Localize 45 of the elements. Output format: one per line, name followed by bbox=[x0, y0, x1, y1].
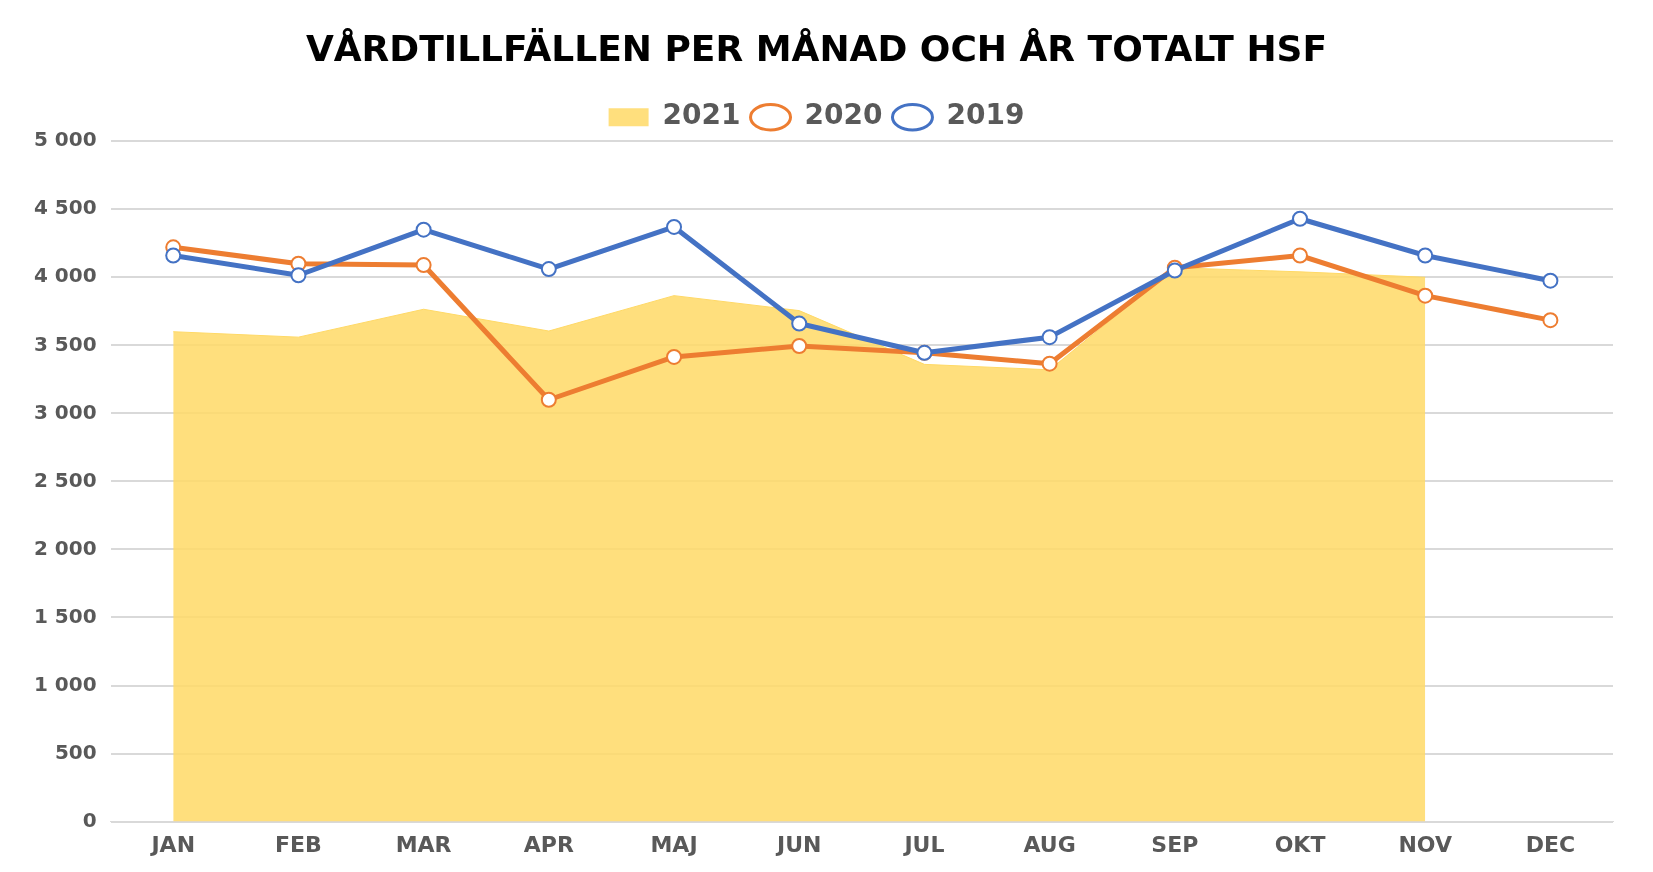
y-tick-label: 5 000 bbox=[33, 127, 97, 152]
point bbox=[1417, 287, 1434, 304]
y-tick-label: 4 000 bbox=[33, 263, 97, 288]
x-tick-label: AUG bbox=[1023, 831, 1076, 857]
point bbox=[1542, 272, 1559, 289]
y-tick-label: 3 000 bbox=[33, 399, 97, 424]
point bbox=[1542, 312, 1559, 329]
x-tick-label: MAJ bbox=[650, 831, 698, 857]
x-tick-label: FEB bbox=[275, 831, 322, 857]
x-tick-label: MAR bbox=[395, 831, 452, 857]
point bbox=[165, 247, 182, 264]
y-tick-label: 1 000 bbox=[33, 671, 97, 696]
y-tick-label: 500 bbox=[54, 739, 97, 764]
point bbox=[666, 218, 683, 235]
legend-label: 2021 bbox=[662, 98, 741, 132]
point bbox=[290, 267, 307, 284]
y-tick-label: 3 500 bbox=[33, 331, 97, 356]
chart-title: VÅRDTILLFÄLLEN PER MÅNAD OCH ÅR TOTALT HSF bbox=[305, 27, 1328, 69]
point bbox=[540, 261, 557, 278]
point bbox=[415, 221, 432, 238]
x-tick-label: APR bbox=[523, 831, 574, 857]
point bbox=[1292, 247, 1309, 264]
x-tick-label: JUN bbox=[774, 831, 822, 857]
point bbox=[791, 338, 808, 354]
y-tick-label: 4 500 bbox=[33, 195, 97, 220]
point bbox=[1041, 329, 1058, 346]
y-tick-label: 1 500 bbox=[33, 603, 97, 628]
point bbox=[1417, 247, 1434, 264]
x-tick-label: JUL bbox=[902, 831, 945, 857]
point bbox=[1041, 355, 1058, 372]
legend-label: 2019 bbox=[946, 98, 1025, 132]
x-tick-label: NOV bbox=[1398, 831, 1452, 857]
x-tick-label: JAN bbox=[149, 831, 196, 857]
point bbox=[666, 348, 683, 365]
point bbox=[791, 315, 808, 332]
y-tick-label: 2 500 bbox=[33, 467, 97, 492]
point bbox=[540, 391, 557, 408]
point bbox=[1292, 210, 1309, 227]
x-tick-label: OKT bbox=[1274, 831, 1326, 857]
y-tick-label: 0 bbox=[82, 807, 97, 832]
x-tick-label: SEP bbox=[1151, 831, 1199, 857]
y-tick-label: 2 000 bbox=[33, 535, 97, 560]
point bbox=[415, 257, 432, 274]
legend-label: 2020 bbox=[804, 98, 883, 132]
x-tick-label: DEC bbox=[1525, 831, 1576, 857]
